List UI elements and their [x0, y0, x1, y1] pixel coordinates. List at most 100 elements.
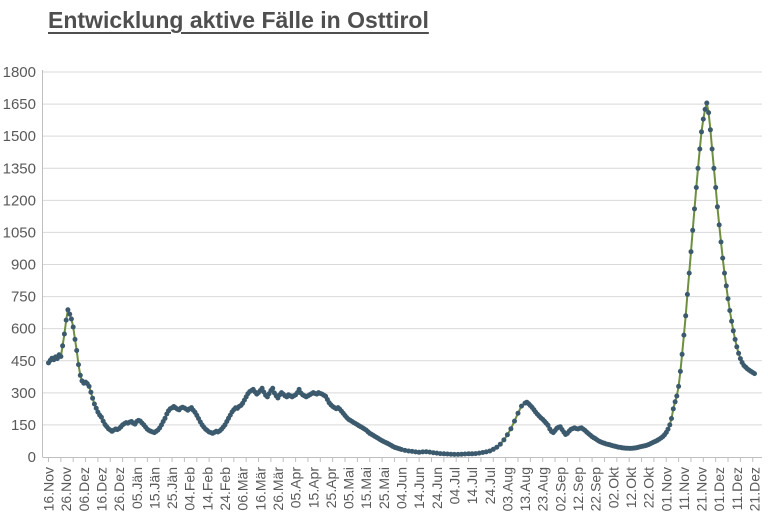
x-tick-label: 23.Aug: [535, 467, 551, 511]
data-point-marker: [722, 270, 727, 276]
x-tick-label: 04.Jun: [394, 467, 410, 509]
x-tick-label: 16.Nov: [41, 467, 57, 511]
y-tick-label: 1050: [3, 224, 36, 241]
data-point-marker: [65, 307, 71, 313]
x-tick-label: 26.Mär: [270, 467, 286, 511]
data-point-marker: [58, 354, 64, 359]
data-point-marker: [714, 204, 720, 210]
x-tick-label: 12.Sep: [570, 467, 586, 512]
data-point-marker: [693, 185, 699, 190]
data-point-marker: [727, 308, 733, 313]
data-point-marker: [697, 146, 703, 152]
x-tick-label: 25.Jän: [164, 467, 180, 509]
data-point-marker: [669, 416, 674, 421]
data-point-marker: [752, 371, 757, 377]
x-tick-label: 24.Jul: [482, 467, 498, 504]
data-point-marker: [676, 383, 682, 389]
x-tick-label: 24.Jun: [429, 467, 445, 509]
data-point-marker: [497, 441, 503, 447]
x-tick-label: 22.Okt: [641, 467, 657, 508]
data-point-marker: [519, 403, 524, 409]
y-tick-label: 450: [11, 353, 36, 370]
y-tick-label: 750: [11, 289, 36, 306]
data-point-marker: [466, 451, 472, 457]
data-point-marker: [462, 451, 468, 457]
x-tick-label: 05.Mai: [341, 467, 357, 509]
y-tick-label: 600: [11, 321, 36, 338]
x-tick-label: 21.Nov: [694, 467, 710, 511]
y-tick-label: 1800: [3, 64, 36, 81]
data-point-marker: [451, 451, 457, 457]
data-point-marker: [695, 165, 701, 171]
data-point-marker: [504, 432, 510, 438]
y-tick-label: 150: [11, 417, 36, 434]
data-point-marker: [61, 331, 67, 337]
data-point-marker: [732, 336, 738, 342]
x-tick-label: 11.Nov: [676, 467, 692, 510]
data-point-marker: [76, 362, 81, 368]
data-point-marker: [68, 316, 74, 322]
data-point-marker: [674, 393, 680, 399]
data-point-marker: [494, 444, 500, 450]
data-point-marker: [667, 422, 673, 428]
y-tick-label: 1650: [3, 96, 36, 113]
x-tick-label: 14.Jun: [411, 467, 427, 509]
data-point-marker: [707, 127, 713, 133]
data-point-marker: [67, 311, 73, 317]
x-tick-label: 04.Jul: [446, 467, 462, 504]
data-point-marker: [683, 313, 689, 319]
chart-title: Entwicklung aktive Fälle in Osttirol: [48, 7, 429, 33]
data-point-marker: [702, 106, 708, 112]
x-tick-label: 02.Okt: [605, 467, 621, 508]
x-tick-label: 02.Sep: [552, 467, 568, 512]
data-point-marker: [270, 385, 276, 391]
x-tick-label: 22.Sep: [588, 467, 604, 512]
data-point-marker: [681, 332, 687, 338]
x-tick-label: 21.Dez: [747, 467, 763, 511]
data-point-marker: [704, 100, 710, 106]
data-point-marker: [93, 405, 99, 411]
data-point-marker: [98, 414, 104, 420]
x-tick-label: 12.Okt: [623, 467, 639, 508]
data-point-marker: [737, 356, 743, 362]
data-point-marker: [723, 283, 729, 289]
x-tick-label: 16.Mär: [252, 467, 268, 511]
data-point-marker: [688, 249, 694, 255]
x-tick-label: 15.Jän: [146, 467, 162, 509]
data-point-marker: [70, 324, 76, 330]
data-point-marker: [692, 206, 697, 212]
y-tick-label: 1200: [3, 192, 36, 209]
data-point-marker: [690, 227, 696, 233]
data-point-marker: [437, 451, 443, 457]
data-point-marker: [700, 116, 706, 122]
data-point-marker: [77, 372, 83, 378]
data-point-marker: [709, 146, 715, 152]
y-tick-label: 300: [11, 385, 36, 402]
x-tick-label: 04.Feb: [182, 467, 198, 511]
data-point-marker: [686, 270, 692, 276]
x-tick-label: 01.Nov: [658, 467, 674, 511]
data-point-marker: [720, 255, 726, 261]
data-point-marker: [74, 348, 80, 353]
x-tick-label: 15.Apr: [305, 467, 321, 509]
data-point-marker: [545, 422, 551, 428]
x-tick-label: 25.Mai: [376, 467, 392, 509]
x-tick-label: 15.Mai: [358, 467, 374, 509]
data-point-marker: [699, 129, 704, 135]
x-tick-label: 13.Aug: [517, 467, 533, 511]
x-tick-label: 14.Jul: [464, 467, 480, 504]
data-point-marker: [670, 406, 676, 412]
data-point-marker: [86, 383, 92, 389]
data-point-marker: [91, 401, 97, 407]
x-tick-label: 06.Mär: [235, 467, 251, 511]
series-line: [47, 102, 756, 456]
data-point-marker: [684, 291, 690, 297]
x-tick-label: 06.Dez: [76, 467, 92, 511]
data-point-marker: [665, 426, 671, 432]
data-point-marker: [508, 426, 514, 432]
data-point-marker: [501, 437, 507, 443]
y-tick-label: 1350: [3, 160, 36, 177]
data-point-marker: [718, 239, 724, 245]
data-point-marker: [88, 389, 94, 395]
